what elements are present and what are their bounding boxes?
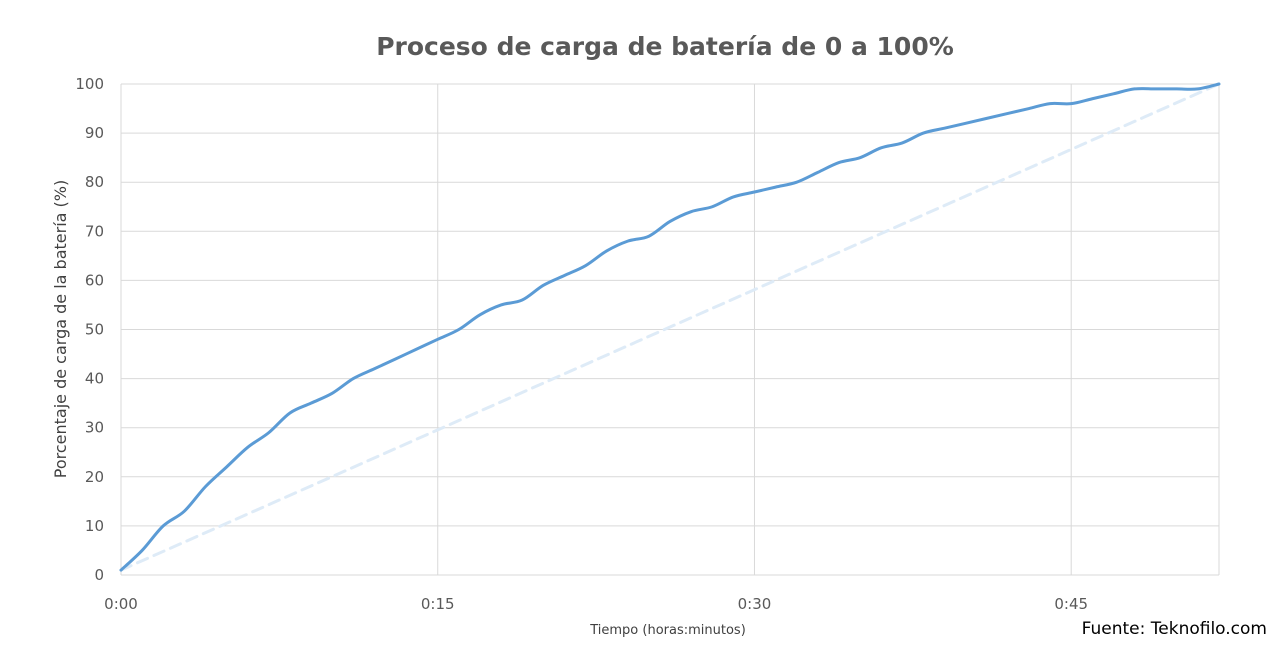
y-tick-label: 100 — [75, 75, 104, 93]
source-note: Fuente: Teknofilo.com — [1081, 619, 1267, 639]
x-axis-label: Tiempo (horas:minutos) — [589, 623, 746, 638]
x-tick-label: 0:30 — [738, 595, 772, 613]
y-tick-label: 30 — [85, 419, 104, 437]
y-tick-label: 70 — [85, 222, 104, 240]
y-tick-label: 90 — [85, 124, 104, 142]
charge-curve — [119, 82, 1221, 572]
y-tick-label: 50 — [85, 321, 104, 339]
y-tick-label: 40 — [85, 370, 104, 388]
series-layer — [119, 82, 1221, 572]
gridlines — [120, 83, 1220, 576]
x-axis-ticks: 0:00 0:15 0:30 0:45 — [104, 595, 1088, 613]
y-tick-label: 0 — [94, 566, 104, 584]
reference-line — [119, 82, 1221, 572]
y-tick-label: 80 — [85, 173, 104, 191]
chart-title: Proceso de carga de batería de 0 a 100% — [376, 32, 954, 61]
y-axis-ticks: 0 10 20 30 40 50 60 70 80 90 100 — [75, 75, 104, 584]
x-tick-label: 0:15 — [421, 595, 455, 613]
y-tick-label: 60 — [85, 271, 104, 289]
y-tick-label: 20 — [85, 468, 104, 486]
y-axis-label: Porcentaje de carga de la batería (%) — [51, 180, 70, 478]
x-tick-label: 0:00 — [104, 595, 138, 613]
x-tick-label: 0:45 — [1054, 595, 1088, 613]
y-tick-label: 10 — [85, 517, 104, 535]
